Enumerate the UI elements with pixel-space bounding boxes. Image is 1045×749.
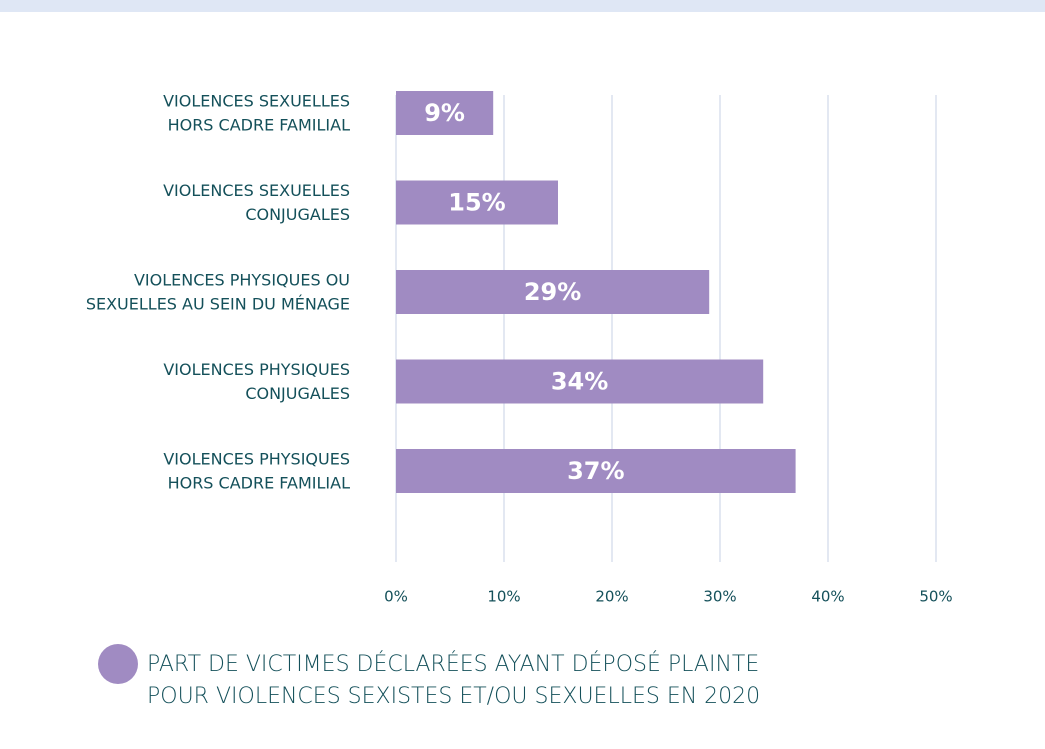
- value-label: 37%: [567, 457, 624, 485]
- x-tick-label: 50%: [919, 588, 952, 606]
- bar: [396, 270, 710, 314]
- category-label: VIOLENCES SEXUELLES: [163, 181, 350, 200]
- category-label: VIOLENCES PHYSIQUES: [163, 360, 350, 379]
- legend-label: POUR VIOLENCES SEXISTES ET/OU SEXUELLES …: [147, 684, 760, 709]
- x-tick-label: 30%: [703, 588, 736, 606]
- bar: [396, 359, 764, 404]
- category-label: VIOLENCES SEXUELLES: [163, 92, 350, 111]
- legend-marker: [98, 644, 138, 684]
- x-tick-label: 40%: [811, 588, 844, 606]
- bar: [396, 180, 558, 225]
- category-label: SEXUELLES AU SEIN DU MÉNAGE: [86, 295, 350, 314]
- category-label: VIOLENCES PHYSIQUES: [163, 450, 350, 469]
- top-band: [0, 0, 1045, 12]
- bar: [396, 91, 494, 135]
- category-label: CONJUGALES: [245, 205, 350, 224]
- category-label: VIOLENCES PHYSIQUES OU: [134, 271, 350, 290]
- bar: [396, 449, 796, 493]
- value-label: 34%: [551, 368, 608, 396]
- x-tick-label: 10%: [487, 588, 520, 606]
- value-label: 29%: [524, 278, 581, 306]
- value-label: 15%: [448, 189, 505, 217]
- category-label: HORS CADRE FAMILIAL: [168, 116, 351, 135]
- x-tick-label: 20%: [595, 588, 628, 606]
- value-label: 9%: [424, 99, 465, 127]
- category-label: HORS CADRE FAMILIAL: [168, 474, 351, 493]
- x-tick-label: 0%: [384, 588, 408, 606]
- category-label: CONJUGALES: [245, 384, 350, 403]
- legend-label: PART DE VICTIMES DÉCLARÉES AYANT DÉPOSÉ …: [147, 651, 759, 677]
